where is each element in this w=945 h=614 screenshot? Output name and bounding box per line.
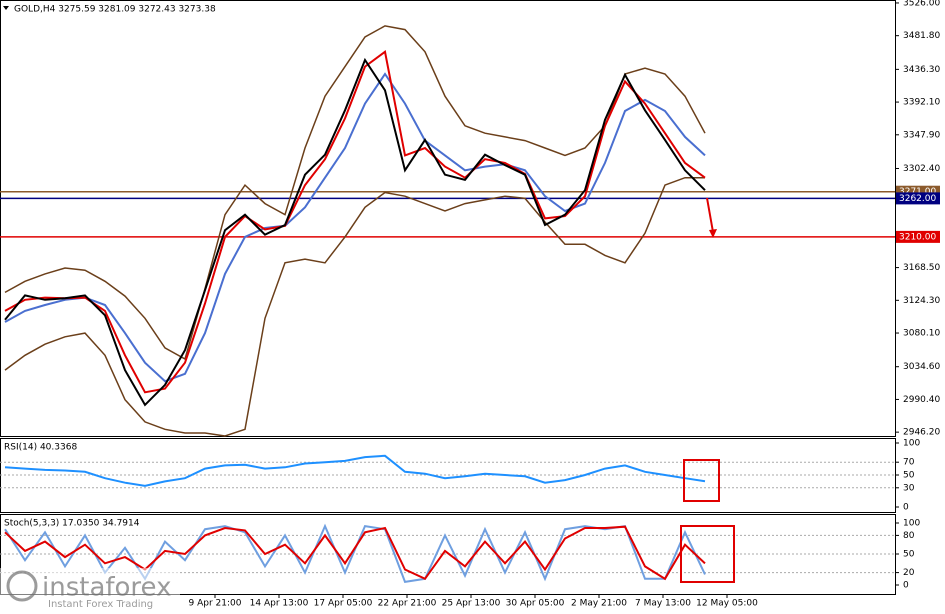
arrow-head xyxy=(709,229,717,238)
logo: instaforex Instant Forex Trading xyxy=(0,568,180,612)
y-tick-label: 2990.40 xyxy=(903,395,940,405)
highlight-box xyxy=(680,525,735,583)
x-tick-label: 12 May 05:00 xyxy=(696,599,758,609)
x-tick-label: 30 Apr 05:00 xyxy=(506,599,565,609)
level-tag xyxy=(896,192,940,205)
y-tick-label: 30 xyxy=(903,483,915,493)
y-tick-label: 3302.40 xyxy=(903,164,940,174)
y-tick-label: 100 xyxy=(903,519,920,529)
y-tick-label: 0 xyxy=(903,503,909,513)
logo-brand: instaforex xyxy=(42,573,171,603)
panel-title: GOLD,H4 3275.59 3281.09 3272.43 3273.38 xyxy=(14,5,216,15)
series-line xyxy=(4,50,706,394)
y-tick-label: 50 xyxy=(903,550,915,560)
level-tag xyxy=(896,230,940,243)
y-tick-label: 0 xyxy=(903,581,909,591)
series-line xyxy=(4,176,705,437)
logo-tagline: Instant Forex Trading xyxy=(48,599,153,610)
series-line xyxy=(4,454,706,487)
arrow xyxy=(706,197,714,233)
level-label: 3262.00 xyxy=(899,194,936,204)
y-tick-label: 3436.30 xyxy=(903,65,940,75)
y-tick-label: 20 xyxy=(903,568,915,578)
y-tick-label: 80 xyxy=(903,531,915,541)
y-tick-label: 70 xyxy=(903,458,915,468)
x-tick-label: 25 Apr 13:00 xyxy=(442,599,501,609)
y-tick-label: 3124.30 xyxy=(903,296,940,306)
panel-title: RSI(14) 40.3368 xyxy=(4,443,77,453)
x-tick-label: 22 Apr 21:00 xyxy=(378,599,437,609)
y-tick-label: 50 xyxy=(903,471,915,481)
x-tick-label: 9 Apr 21:00 xyxy=(189,599,242,609)
y-tick-label: 3034.60 xyxy=(903,362,940,372)
x-tick-label: 17 Apr 05:00 xyxy=(314,599,373,609)
panel-title: Stoch(5,3,3) 17.0350 34.7914 xyxy=(4,519,140,529)
highlight-box xyxy=(683,459,720,502)
y-tick-label: 3392.10 xyxy=(903,98,940,108)
y-tick-label: 3080.10 xyxy=(903,329,940,339)
y-tick-label: 100 xyxy=(903,439,920,449)
y-tick-label: 3526.00 xyxy=(903,0,940,8)
level-label: 3210.00 xyxy=(899,232,936,242)
series-line xyxy=(4,57,706,407)
x-tick-label: 7 May 13:00 xyxy=(635,599,691,609)
y-tick-label: 3168.50 xyxy=(903,263,940,273)
x-tick-label: 14 Apr 13:00 xyxy=(250,599,309,609)
logo-icon xyxy=(6,570,38,602)
y-tick-label: 3481.80 xyxy=(903,31,940,41)
level-label: 3271.00 xyxy=(899,187,936,197)
x-tick-label: 2 May 21:00 xyxy=(571,599,627,609)
series-line xyxy=(4,72,706,383)
series-line xyxy=(4,525,706,581)
menu-icon xyxy=(3,6,9,10)
panel xyxy=(0,0,896,437)
y-tick-label: 2946.20 xyxy=(903,428,940,438)
series-line xyxy=(4,25,706,361)
y-tick-label: 3347.90 xyxy=(903,130,940,140)
